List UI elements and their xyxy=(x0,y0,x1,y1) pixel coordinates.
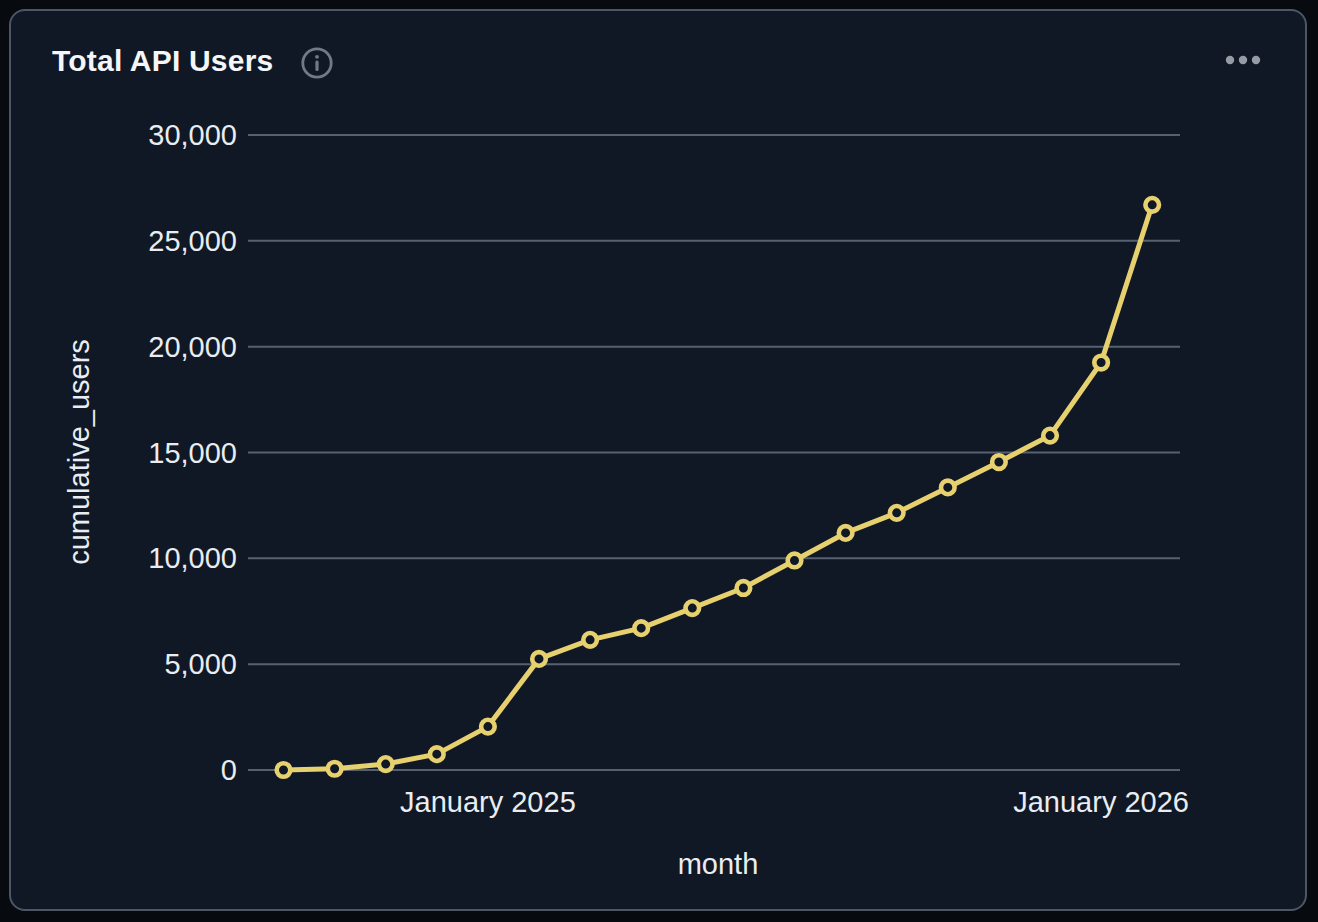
data-point-marker[interactable] xyxy=(737,581,751,595)
y-tick-label: 10,000 xyxy=(148,542,237,574)
info-icon-dot xyxy=(315,55,319,59)
chart-title: Total API Users xyxy=(52,44,273,78)
info-icon[interactable] xyxy=(300,46,334,80)
y-tick-label: 30,000 xyxy=(148,119,237,151)
data-point-marker[interactable] xyxy=(532,652,546,666)
data-point-marker[interactable] xyxy=(788,554,802,568)
data-point-marker[interactable] xyxy=(481,720,495,734)
more-options-button[interactable] xyxy=(1219,46,1267,74)
y-tick-label: 25,000 xyxy=(148,225,237,257)
data-point-marker[interactable] xyxy=(992,455,1006,469)
y-tick-label: 5,000 xyxy=(164,648,237,680)
info-icon-stem xyxy=(315,61,318,71)
data-point-marker[interactable] xyxy=(583,633,597,647)
data-point-marker[interactable] xyxy=(1145,198,1159,212)
x-tick-label: January 2025 xyxy=(400,786,576,818)
x-tick-label: January 2026 xyxy=(1013,786,1189,818)
y-axis-title: cumulative_users xyxy=(63,339,95,565)
data-point-marker[interactable] xyxy=(277,763,291,777)
trend-line xyxy=(284,205,1153,770)
data-point-marker[interactable] xyxy=(430,747,444,761)
data-point-marker[interactable] xyxy=(379,757,393,771)
data-point-marker[interactable] xyxy=(634,621,648,635)
chart-canvas: 0 5,000 10,000 15,000 20,000 25,000 30,000 Janu… xyxy=(0,0,1318,922)
x-axis-title: month xyxy=(678,848,759,880)
data-point-marker[interactable] xyxy=(941,481,955,495)
y-tick-label: 20,000 xyxy=(148,331,237,363)
data-point-marker[interactable] xyxy=(839,526,853,540)
data-point-marker[interactable] xyxy=(890,506,904,520)
y-tick-label: 15,000 xyxy=(148,437,237,469)
data-point-marker[interactable] xyxy=(1094,356,1108,370)
data-point-marker[interactable] xyxy=(1043,429,1057,443)
ellipsis-icon xyxy=(1221,54,1265,66)
y-tick-label: 0 xyxy=(221,754,237,786)
data-point-marker[interactable] xyxy=(686,601,700,615)
data-point-marker[interactable] xyxy=(328,762,342,776)
